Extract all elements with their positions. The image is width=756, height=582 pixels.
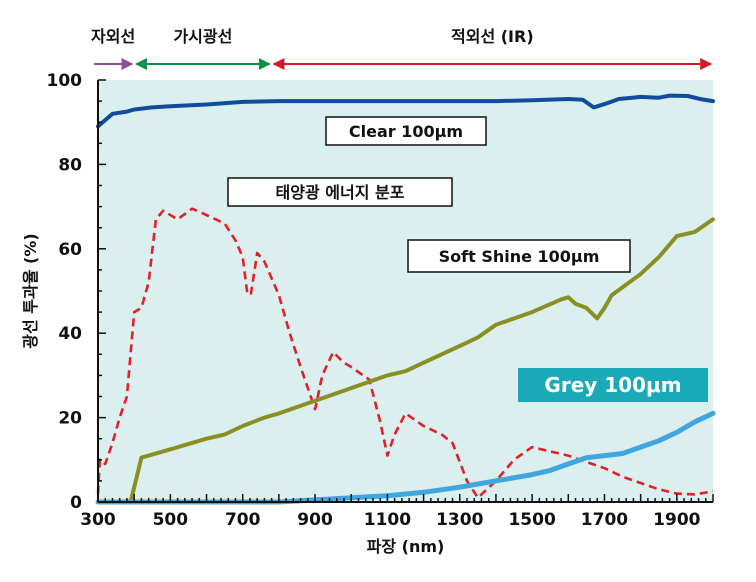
series-annotations: Clear 100μm 태양광 에너지 분포 Soft Shine 100μm Gre… (227, 116, 708, 402)
series-line-3 (96, 217, 715, 504)
annotation-1: Clear 100μm (325, 116, 487, 146)
annotation-box (325, 116, 487, 146)
band-label-2: 가시광선 (173, 27, 232, 46)
y-tick-label: 40 (58, 324, 82, 344)
tick-labels: 300 500 700 900 1100 1300 1500 1700 1900 0 20 40 60 8… (47, 71, 701, 530)
y-axis-title: 광선 투과율 (%) (21, 233, 40, 348)
annotation-text: 태양광 에너지 분포 (276, 183, 405, 202)
spectrum-band-markers: 자외선 가시광선 적외선 (IR) (91, 27, 713, 70)
y-tick-label: 20 (58, 409, 82, 429)
x-tick-label: 1900 (653, 510, 700, 530)
band-label-1: 자외선 (91, 27, 135, 46)
y-tick-label: 100 (47, 71, 83, 91)
y-tick-label: 0 (70, 493, 82, 513)
x-tick-label: 300 (80, 510, 116, 530)
y-tick-label: 80 (58, 155, 82, 175)
annotation-box (407, 239, 631, 273)
series-line-2 (96, 207, 714, 500)
x-tick-label: 1300 (436, 510, 483, 530)
annotation-box (227, 177, 453, 207)
plot-area (98, 80, 713, 502)
x-axis-title: 파장 (nm) (367, 537, 445, 556)
annotation-box (518, 368, 708, 402)
x-tick-label: 1500 (508, 510, 555, 530)
series-line-1 (96, 93, 715, 129)
annotation-2: 태양광 에너지 분포 (227, 177, 453, 207)
y-tick-label: 60 (58, 240, 82, 260)
annotation-4: Grey 100μm (518, 368, 708, 402)
x-tick-label: 900 (297, 510, 333, 530)
x-tick-label: 700 (225, 510, 261, 530)
band-label-3: 적외선 (IR) (451, 27, 534, 46)
annotation-3: Soft Shine 100μm (407, 239, 631, 273)
annotation-text: Grey 100μm (544, 373, 681, 397)
x-tick-label: 1700 (581, 510, 628, 530)
x-tick-label: 1100 (364, 510, 411, 530)
annotation-text: Clear 100μm (349, 122, 463, 141)
annotation-text: Soft Shine 100μm (439, 247, 600, 266)
axes (97, 79, 714, 503)
x-tick-label: 500 (153, 510, 189, 530)
